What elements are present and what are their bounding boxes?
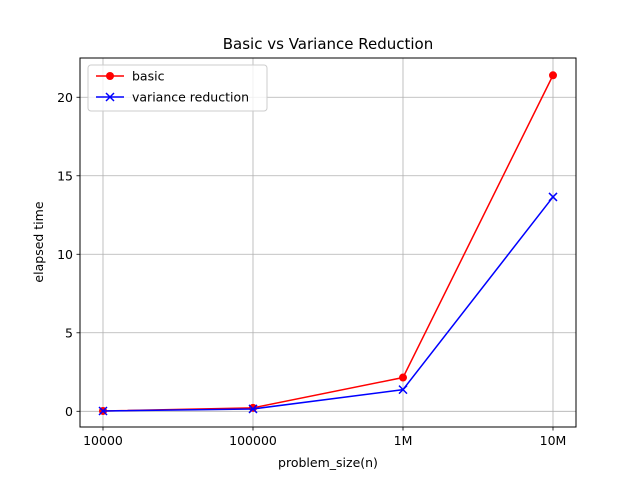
legend-label-basic: basic: [132, 69, 165, 84]
data-point-variance-reduction: [548, 192, 558, 202]
series-layer: [98, 71, 558, 416]
y-tick-label: 5: [65, 325, 73, 340]
series-line-variance-reduction: [102, 196, 554, 412]
data-point-basic: [399, 373, 407, 382]
x-axis-label: problem_size(n): [278, 455, 378, 470]
data-point-basic: [249, 403, 257, 412]
x-tick-label: 10000: [83, 433, 123, 448]
x-tick-label: 100000: [229, 433, 277, 448]
y-tick-label: 10: [57, 247, 73, 262]
legend: basic variance reduction: [87, 64, 268, 112]
data-point-variance-reduction: [248, 404, 258, 414]
legend-label-variance-reduction: variance reduction: [132, 90, 249, 105]
y-tick-label: 15: [57, 168, 73, 183]
plot-frame: [79, 57, 577, 428]
legend-marker-basic: [106, 72, 114, 80]
x-tick-label: 10M: [540, 433, 567, 448]
y-tick-label: 0: [65, 404, 73, 419]
chart-title: Basic vs Variance Reduction: [223, 35, 434, 53]
data-point-basic: [549, 71, 557, 80]
x-tick-label: 1M: [394, 433, 413, 448]
data-point-variance-reduction: [398, 385, 408, 395]
y-axis-label: elapsed time: [31, 201, 46, 282]
legend-box: [87, 64, 268, 112]
y-tick-label: 20: [57, 90, 73, 105]
data-point-variance-reduction: [98, 406, 108, 416]
ticks: 10000 100000 1M 10M 0 5 10 15 20: [57, 90, 566, 448]
legend-marker-variance-reduction: [105, 92, 115, 102]
